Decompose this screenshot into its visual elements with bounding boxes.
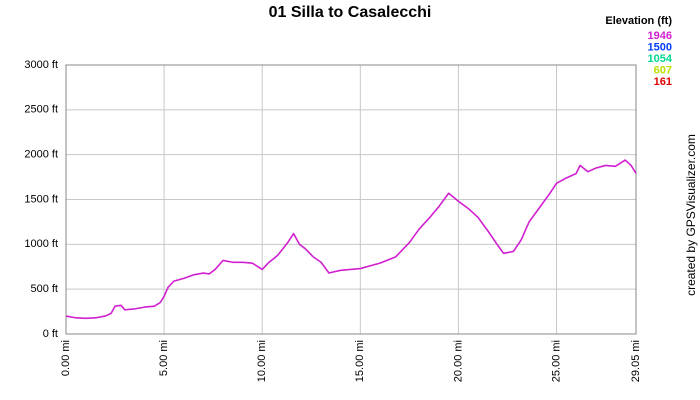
- y-tick-label: 0 ft: [43, 328, 58, 340]
- legend-value: 161: [654, 76, 672, 88]
- x-tick-label: 29.05 mi: [630, 340, 642, 382]
- legend-value: 1500: [648, 41, 672, 53]
- x-tick-label: 25.00 mi: [550, 340, 562, 382]
- plot-frame: [65, 64, 637, 335]
- y-tick-label: 500 ft: [30, 283, 58, 295]
- legend-value: 607: [654, 64, 672, 76]
- y-tick-label: 2500 ft: [24, 104, 58, 116]
- y-tick-label: 3000 ft: [24, 59, 58, 71]
- chart-title: 01 Silla to Casalecchi: [269, 4, 432, 21]
- x-tick-label: 15.00 mi: [354, 340, 366, 382]
- x-tick-label: 0.00 mi: [60, 340, 72, 376]
- y-tick-label: 2000 ft: [24, 149, 58, 161]
- legend-value: 1054: [648, 53, 673, 65]
- x-tick-label: 20.00 mi: [452, 340, 464, 382]
- y-tick-label: 1500 ft: [24, 193, 58, 205]
- x-tick-label: 10.00 mi: [256, 340, 268, 382]
- legend-value: 1946: [648, 30, 672, 42]
- credit: created by GPSVisualizer.com: [684, 134, 698, 296]
- elevation-line: [65, 159, 637, 320]
- y-tick-label: 1000 ft: [24, 238, 58, 250]
- x-tick-label: 5.00 mi: [158, 340, 170, 376]
- legend-title: Elevation (ft): [605, 15, 672, 27]
